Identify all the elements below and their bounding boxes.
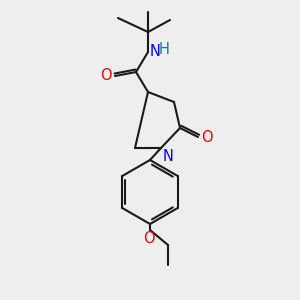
Text: O: O bbox=[100, 68, 112, 82]
Text: N: N bbox=[163, 149, 174, 164]
Text: O: O bbox=[143, 231, 155, 246]
Text: H: H bbox=[159, 43, 170, 58]
Text: O: O bbox=[201, 130, 213, 145]
Text: N: N bbox=[150, 44, 161, 59]
